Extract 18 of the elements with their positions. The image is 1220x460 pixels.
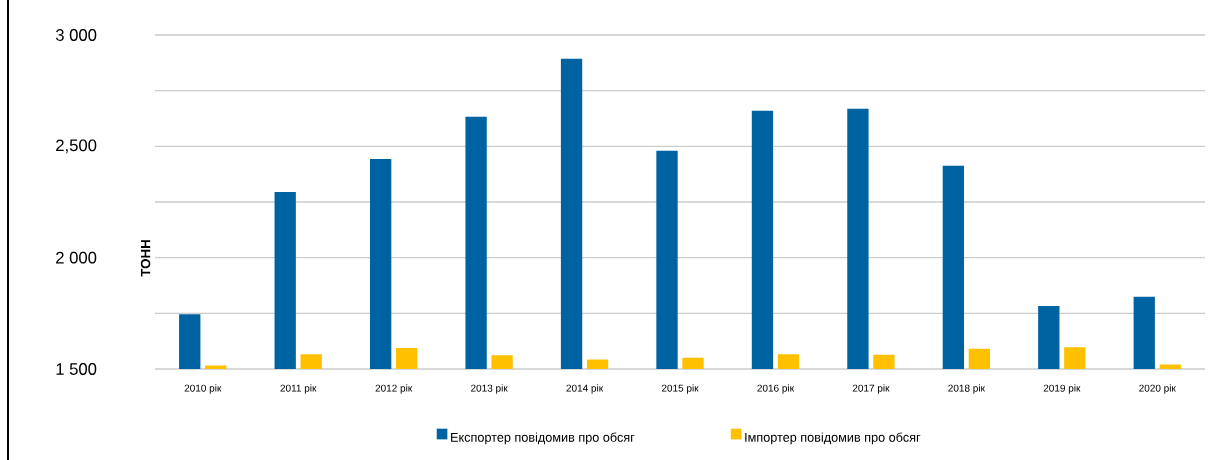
x-tick-label: 2011 рік — [280, 384, 317, 394]
y-tick-label: 1 500 — [56, 363, 97, 375]
x-tick-label: 2012 рік — [375, 384, 413, 394]
x-tick-label: 2010 рік — [184, 384, 222, 394]
x-tick-label: 2016 рік — [757, 384, 795, 394]
x-tick-label: 2019 рік — [1043, 384, 1081, 394]
y-tick-label: 2 000 — [56, 251, 97, 264]
y-axis-title: ТОНН — [140, 240, 151, 277]
x-tick-label: 2017 рік — [852, 384, 890, 394]
x-tick-label: 2013 рік — [471, 384, 508, 394]
legend-label: Експортер повідомив про обсяг — [451, 432, 635, 445]
x-tick-label: 2018 рік — [948, 384, 985, 394]
x-tick-label: 2014 рік — [566, 384, 604, 394]
y-tick-label: 2,500 — [56, 139, 97, 154]
legend-label: Імпортер повідомив про обсяг — [745, 432, 921, 445]
x-tick-label: 2015 рік — [661, 384, 699, 394]
y-tick-label: 3 000 — [55, 29, 97, 41]
x-tick-label: 2020 рік — [1139, 384, 1176, 394]
